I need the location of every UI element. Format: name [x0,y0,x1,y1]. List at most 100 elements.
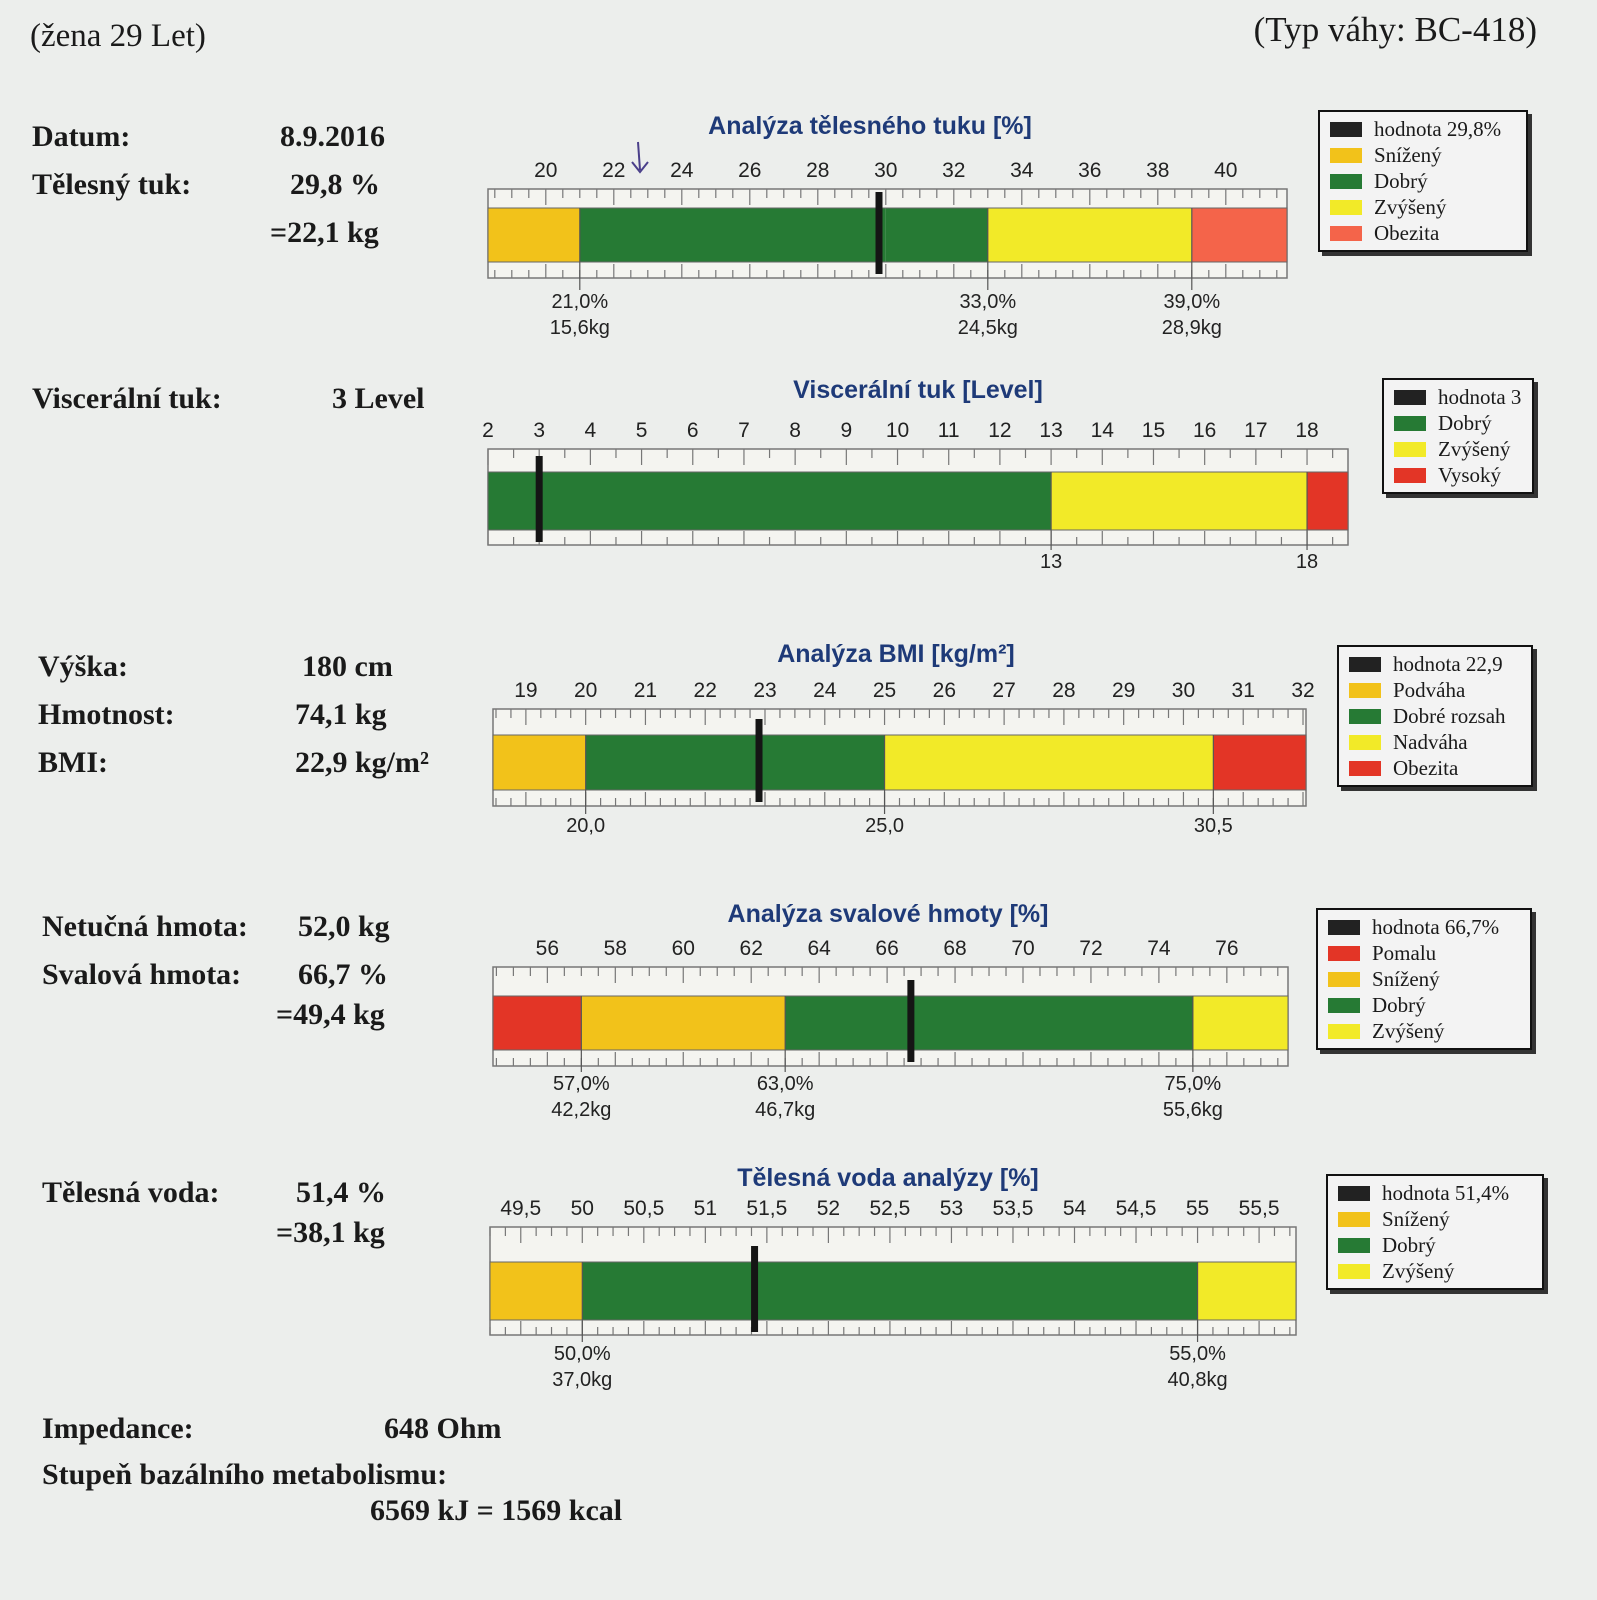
bmi-tick-label: 20 [574,679,597,702]
muscle-threshold-label: 42,2kg [551,1099,611,1121]
visceral-threshold-label: 13 [1040,551,1062,573]
fat-legend-item: Snížený [1330,142,1518,168]
visceral-tick-label: 6 [687,419,699,442]
fat-tick-label: 30 [874,159,897,182]
weight-label: Hmotnost: [38,698,175,731]
water-value-marker [751,1246,759,1332]
legend-label: Dobré rozsah [1393,704,1506,728]
bmi-tick-label: 24 [813,679,837,702]
bmi-threshold-label: 30,5 [1194,815,1233,837]
legend-label: Snížený [1382,1207,1450,1231]
fat-label: Tělesný tuk: [32,168,192,201]
legend-swatch [1330,199,1362,215]
water-legend-item: hodnota 51,4% [1338,1180,1534,1206]
legend-label: Nadváha [1393,730,1468,754]
fat-kg-value: =22,1 kg [270,216,379,249]
muscle-segment [1192,996,1288,1050]
impedance-value: 648 Ohm [384,1412,502,1445]
legend-swatch [1328,919,1360,935]
bmi-tick-label: 28 [1052,679,1075,702]
bmi-tick-label: 32 [1291,679,1314,702]
muscle-tick-label: 66 [875,937,898,960]
visceral-tick-label: 11 [938,419,960,442]
legend-swatch [1328,997,1360,1013]
fat-tick-label: 32 [942,159,965,182]
visceral-tick-label: 5 [636,419,648,442]
water-segment [490,1262,583,1320]
fat-legend-item: Obezita [1330,220,1518,246]
visceral-value: 3 Level [332,382,425,415]
legend-swatch [1394,467,1426,483]
visceral-tick-label: 10 [886,419,909,442]
water-tick-label: 53 [940,1197,963,1220]
bmi-tick-label: 26 [933,679,956,702]
bmi-tick-label: 23 [753,679,776,702]
date-value: 8.9.2016 [280,120,385,153]
bmi-legend-item: Dobré rozsah [1349,703,1523,729]
legend-label: hodnota 66,7% [1372,915,1500,939]
visceral-legend-item: Dobrý [1394,410,1524,436]
legend-swatch [1338,1211,1370,1227]
water-kg-value: =38,1 kg [276,1216,385,1249]
water-label: Tělesná voda: [42,1176,220,1209]
legend-label: Pomalu [1372,941,1437,965]
visceral-tick-label: 15 [1142,419,1165,442]
legend-label: Dobrý [1382,1233,1436,1257]
bmi-tick-label: 25 [873,679,896,702]
visceral-tick-label: 12 [988,419,1011,442]
muscle-legend-item: Snížený [1328,966,1522,992]
water-tick-label: 50,5 [623,1197,664,1220]
legend-swatch [1394,389,1426,405]
muscle-segment [493,996,582,1050]
fat-tick-label: 26 [738,159,761,182]
fat-tick-label: 40 [1214,159,1237,182]
water-bar-outline [489,1261,1297,1321]
subject-info: (žena 29 Let) [30,18,206,54]
fat-threshold-label: 24,5kg [958,317,1018,339]
legend-label: Zvýšený [1382,1259,1455,1283]
visceral-legend-item: Zvýšený [1394,436,1524,462]
visceral-legend-item: hodnota 3 [1394,384,1524,410]
water-tick-label: 54,5 [1116,1197,1157,1220]
visceral-tick-label: 14 [1091,419,1115,442]
muscle-legend: hodnota 66,7% Pomalu Snížený Dobrý Zvýšený [1316,908,1532,1050]
fat-tick-label: 34 [1010,159,1034,182]
legend-label: Snížený [1372,967,1440,991]
muscle-legend-item: Dobrý [1328,992,1522,1018]
muscle-tick-label: 64 [807,937,831,960]
legend-label: hodnota 22,9 [1393,652,1503,676]
fat-tick-label: 28 [806,159,829,182]
bmi-tick-label: 27 [992,679,1015,702]
bmi-tick-label: 31 [1232,679,1255,702]
legend-label: Vysoký [1438,463,1502,487]
legend-label: hodnota 29,8% [1374,117,1502,141]
bmi-tick-label: 30 [1172,679,1195,702]
muscle-label: Svalová hmota: [42,958,242,991]
visceral-bar-outline [487,471,1349,531]
bmi-legend-item: Nadváha [1349,729,1523,755]
bmi-threshold-label: 25,0 [865,815,904,837]
visceral-legend-item: Vysoký [1394,462,1524,488]
bmi-segment [884,735,1214,790]
legend-swatch [1349,656,1381,672]
visceral-tick-label: 8 [789,419,801,442]
legend-swatch [1328,971,1360,987]
water-threshold-label: 55,0% [1169,1343,1226,1365]
muscle-segment [581,996,786,1050]
muscle-threshold-label: 46,7kg [755,1099,815,1121]
legend-swatch [1328,1023,1360,1039]
muscle-legend-item: Pomalu [1328,940,1522,966]
legend-swatch [1330,147,1362,163]
visceral-tick-label: 3 [533,419,545,442]
legend-label: hodnota 51,4% [1382,1181,1510,1205]
muscle-kg-value: =49,4 kg [276,998,385,1031]
muscle-tick-label: 76 [1215,937,1238,960]
visceral-tick-label: 18 [1295,419,1318,442]
water-tick-label: 51 [694,1197,717,1220]
muscle-tick-label: 56 [536,937,559,960]
bmi-bar-outline [492,734,1307,791]
visceral-tick-label: 9 [840,419,852,442]
muscle-threshold-label: 75,0% [1165,1073,1222,1095]
muscle-bar-outline [492,995,1289,1051]
